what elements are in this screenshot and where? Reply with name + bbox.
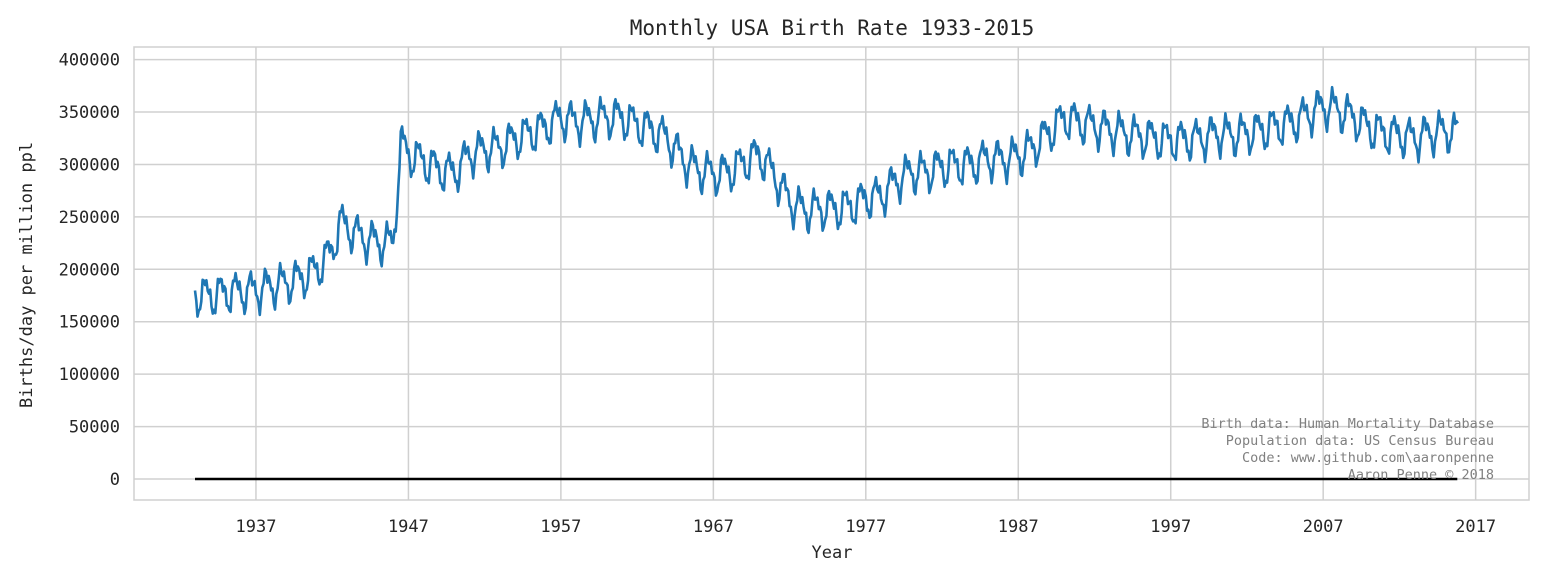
x-tick-label: 1937 [235,517,276,537]
x-tick-label: 1957 [540,517,581,537]
chart-title: Monthly USA Birth Rate 1933-2015 [630,16,1035,40]
y-tick-label: 100000 [59,365,120,385]
y-tick-label: 350000 [59,103,120,123]
credit-line: Population data: US Census Bureau [1226,433,1494,449]
y-tick-label: 150000 [59,313,120,333]
birth-rate-line [193,85,1460,318]
y-tick-label: 250000 [59,208,120,228]
x-tick-label: 1977 [845,517,886,537]
plot-area [133,46,1530,501]
credit-line: Aaron Penne © 2018 [1348,467,1494,483]
source-credit: Birth data: Human Mortality DatabasePopu… [1201,416,1494,483]
series-layer [193,85,1460,481]
x-tick-label: 2007 [1303,517,1344,537]
y-tick-labels: 0 50000 100000 150000 200000 250000 300000 3500… [59,51,120,490]
y-tick-label: 300000 [59,155,120,175]
credit-line: Code: www.github.com\aaronpenne [1242,450,1494,466]
y-tick-label: 0 [110,470,120,490]
x-tick-label: 1967 [693,517,734,537]
x-tick-label: 1987 [998,517,1039,537]
x-tick-labels: 1937 1947 1957 1967 1977 1987 1997 2007 2017 [235,517,1496,537]
x-tick-label: 2017 [1455,517,1496,537]
x-axis-label: Year [812,543,853,563]
y-axis-label: Births/day per million ppl [17,142,37,408]
x-tick-label: 1997 [1150,517,1191,537]
y-tick-label: 50000 [69,418,120,438]
credit-line: Birth data: Human Mortality Database [1201,416,1494,432]
y-tick-label: 400000 [59,51,120,71]
y-tick-label: 200000 [59,260,120,280]
x-tick-label: 1947 [388,517,429,537]
